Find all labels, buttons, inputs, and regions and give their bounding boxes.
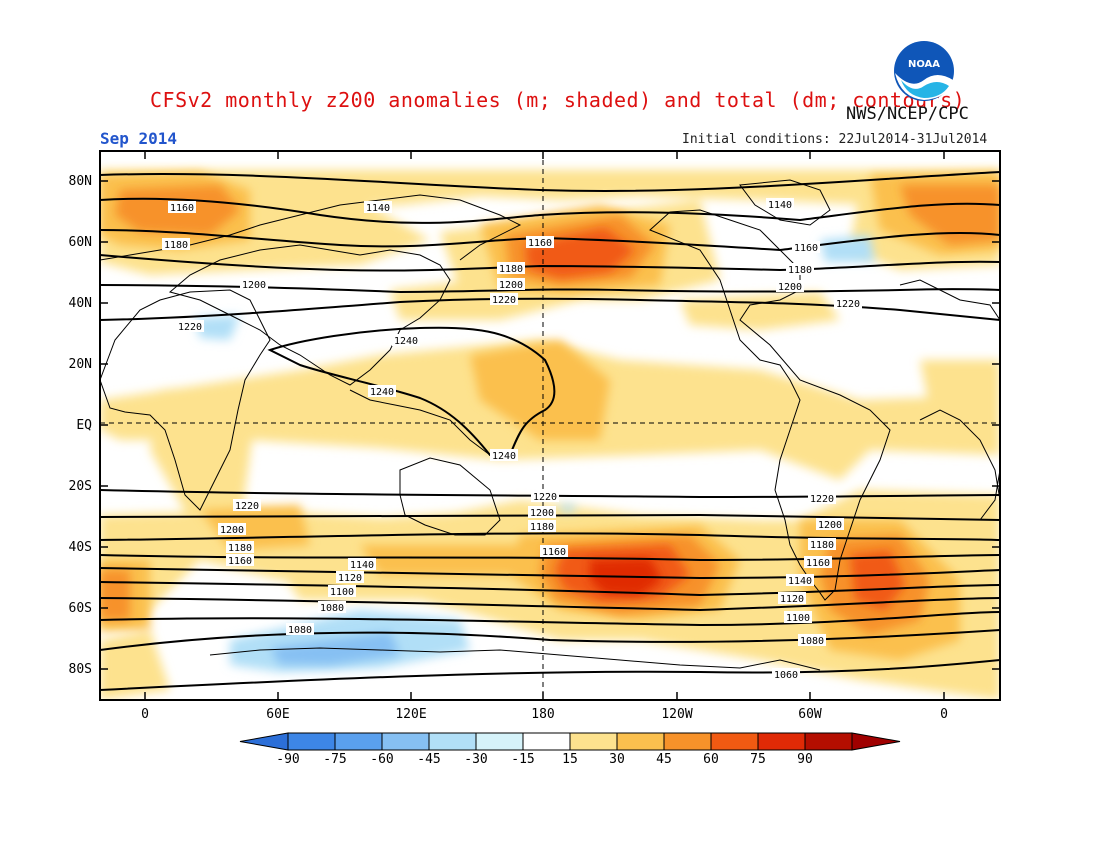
contour-label: 1220	[836, 299, 860, 310]
organization-label: NWS/NCEP/CPC	[846, 104, 969, 124]
contour-label: 1200	[530, 508, 554, 519]
colorbar-box	[334, 732, 383, 751]
contour-label: 1220	[810, 494, 834, 505]
colorbar-box	[757, 732, 806, 751]
contour-label: 1080	[800, 636, 824, 647]
colorbar-tick-label: -75	[323, 752, 346, 767]
contour-label: 1240	[394, 336, 418, 347]
contour-label: 1060	[774, 670, 798, 681]
colorbar-tick-label: -45	[417, 752, 440, 767]
contour-label: 1200	[499, 280, 523, 291]
lon-label: 180	[531, 707, 554, 722]
colorbar-box	[804, 732, 853, 751]
contour-label: 1180	[164, 240, 188, 251]
contours	[100, 171, 1000, 691]
lat-label: 20N	[69, 357, 92, 372]
noaa-logo: NOAA	[894, 41, 954, 101]
contour-label: 1160	[806, 558, 830, 569]
colorbar-ticks: -90 -75 -60 -45 -30 -15 15 30 45 60 75 90	[276, 752, 813, 767]
lat-label: 60N	[69, 235, 92, 250]
lon-ticks	[144, 151, 945, 700]
contour-label: 1180	[788, 265, 812, 276]
contour-label: 1140	[788, 576, 812, 587]
colorbar-tick-label: -30	[464, 752, 487, 767]
contour-label: 1220	[533, 492, 557, 503]
contour-label: 1240	[492, 451, 516, 462]
colorbar-tick-label: -90	[276, 752, 299, 767]
colorbar-boxes	[239, 732, 901, 751]
contour-label: 1200	[778, 282, 802, 293]
lat-label: 80N	[69, 174, 92, 189]
colorbar-tick-label: 60	[703, 752, 719, 767]
colorbar-box	[287, 732, 336, 751]
colorbar-box	[663, 732, 712, 751]
colorbar-tick-label: 30	[609, 752, 625, 767]
contour-label: 1220	[235, 501, 259, 512]
lon-label: 60W	[798, 707, 822, 722]
contour-label: 1100	[786, 613, 810, 624]
lat-label: 40S	[69, 540, 92, 555]
lat-ticks	[100, 180, 1000, 670]
lat-label: 80S	[69, 662, 92, 677]
lat-label: 60S	[69, 601, 92, 616]
initial-conditions-label: Initial conditions: 22Jul2014-31Jul2014	[682, 132, 988, 147]
contour-label: 1200	[242, 280, 266, 291]
colorbar-box	[381, 732, 430, 751]
contour-label: 1080	[288, 625, 312, 636]
colorbar-box	[569, 732, 618, 751]
contour-label: 1100	[330, 587, 354, 598]
colorbar-tick-label: 45	[656, 752, 672, 767]
contour-label: 1160	[542, 547, 566, 558]
contour-label: 1140	[768, 200, 792, 211]
contour-label: 1120	[780, 594, 804, 605]
contour-label: 1140	[366, 203, 390, 214]
contour-label: 1160	[170, 203, 194, 214]
contour-label: 1180	[228, 543, 252, 554]
contour-label: 1220	[178, 322, 202, 333]
colorbar-box	[475, 732, 524, 751]
colorbar-arrow-right	[851, 732, 901, 751]
noaa-logo-text: NOAA	[908, 59, 940, 70]
colorbar-tick-label: 15	[562, 752, 578, 767]
lon-label: 60E	[266, 707, 289, 722]
lon-label: 120W	[661, 707, 692, 722]
contour-label: 1180	[530, 522, 554, 533]
colorbar-tick-label: -60	[370, 752, 393, 767]
lat-label: 40N	[69, 296, 92, 311]
contour-label: 1220	[492, 295, 516, 306]
contour-label: 1160	[794, 243, 818, 254]
colorbar-arrow-left	[239, 732, 289, 751]
contour-label: 1180	[499, 264, 523, 275]
map-title: CFSv2 monthly z200 anomalies (m; shaded)…	[150, 88, 966, 112]
contour-label: 1140	[350, 560, 374, 571]
colorbar-tick-label: 75	[750, 752, 766, 767]
contour-label: 1080	[320, 603, 344, 614]
contour-label: 1160	[528, 238, 552, 249]
lat-label: 20S	[69, 479, 92, 494]
colorbar-box	[522, 732, 571, 751]
lon-label: 0	[940, 707, 948, 722]
contour-label: 1120	[338, 573, 362, 584]
colorbar-tick-label: -15	[511, 752, 534, 767]
forecast-month: Sep 2014	[100, 129, 178, 148]
contour-label: 1200	[818, 520, 842, 531]
colorbar-box	[428, 732, 477, 751]
colorbar-tick-label: 90	[797, 752, 813, 767]
lon-label: 0	[141, 707, 149, 722]
lon-label: 120E	[395, 707, 426, 722]
contour-label-group: 1160 1140 1140 1180 1160 1160 1180 1180 …	[162, 198, 862, 681]
contour-label: 1200	[220, 525, 244, 536]
colorbar-box	[710, 732, 759, 751]
contour-label: 1160	[228, 556, 252, 567]
colorbar-box	[616, 732, 665, 751]
contour-label: 1240	[370, 387, 394, 398]
lat-label: EQ	[76, 418, 92, 433]
contour-label: 1180	[810, 540, 834, 551]
